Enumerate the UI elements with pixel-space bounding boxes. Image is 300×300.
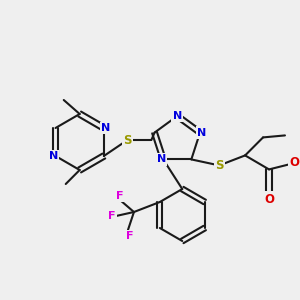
Text: O: O <box>264 193 274 206</box>
Text: S: S <box>123 134 132 146</box>
Text: N: N <box>157 154 166 164</box>
Text: S: S <box>215 159 224 172</box>
Text: N: N <box>173 111 182 121</box>
Text: F: F <box>116 191 124 201</box>
Text: N: N <box>197 128 207 138</box>
Text: F: F <box>108 211 116 221</box>
Text: N: N <box>101 123 110 133</box>
Text: O: O <box>289 156 299 169</box>
Text: N: N <box>49 151 58 161</box>
Text: F: F <box>126 231 134 241</box>
